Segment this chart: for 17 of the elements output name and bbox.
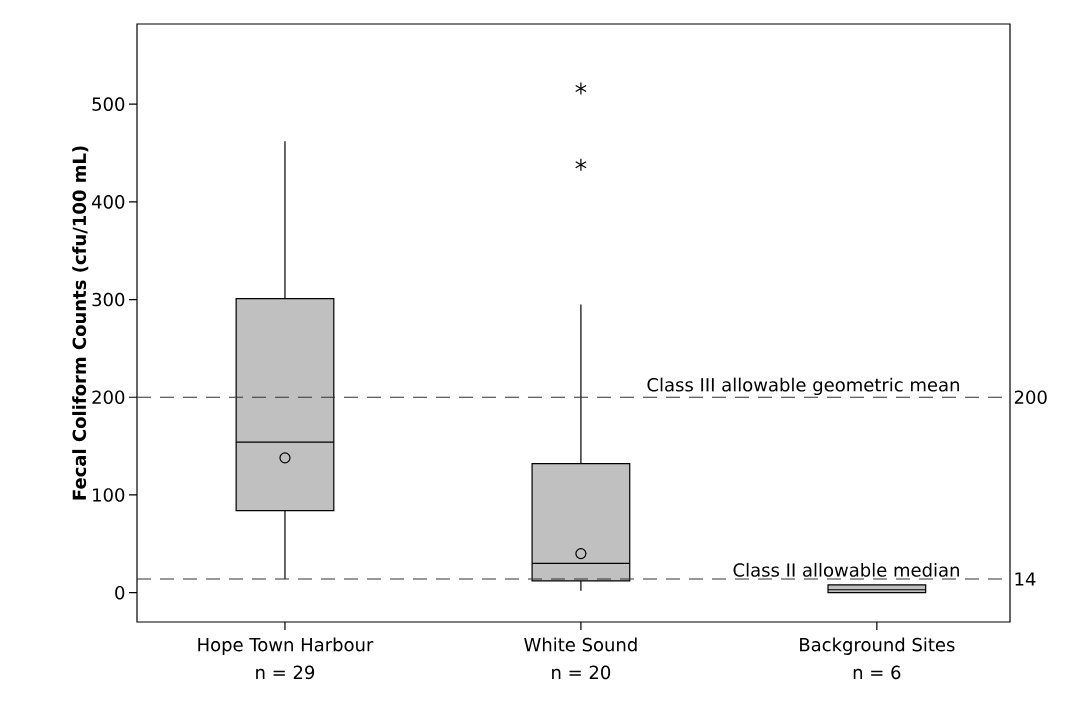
y-tick-label: 500 [92,97,125,111]
y-tick-label: 100 [93,488,125,502]
y2-tick-label: 14 [1015,572,1036,586]
text: n = 20 [552,665,611,680]
x-tick-label: White Sound [524,637,637,652]
y-tick-label: 300 [92,292,125,307]
y-tick-label: 400 [91,195,125,209]
y-tick-label: 0 [115,585,125,600]
y-axis-title: Fecal Coliform Counts (cfu/100 mL) [72,146,89,500]
ref-line-label: Class III allowable geometric mean [647,377,959,396]
text: n = 29 [256,665,315,680]
x-tick-label: Hope Town Harbour [198,637,374,655]
y-tick-label: 200 [92,390,125,405]
text: n = 6 [853,665,901,680]
x-tick-label: Background Sites [800,637,955,655]
ref-line-label: Class II allowable median [733,562,959,577]
y2-tick-label: 200 [1014,390,1047,405]
